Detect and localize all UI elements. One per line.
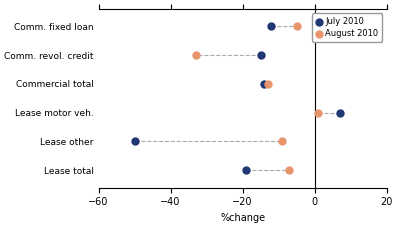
August 2010: [315, 111, 322, 114]
August 2010: [293, 25, 300, 28]
July 2010: [257, 53, 264, 57]
July 2010: [243, 168, 249, 172]
August 2010: [279, 140, 285, 143]
Legend: July 2010, August 2010: July 2010, August 2010: [312, 13, 382, 42]
X-axis label: %change: %change: [220, 213, 265, 223]
July 2010: [131, 140, 138, 143]
August 2010: [193, 53, 199, 57]
August 2010: [265, 82, 271, 86]
July 2010: [268, 25, 275, 28]
July 2010: [261, 82, 267, 86]
August 2010: [286, 168, 293, 172]
July 2010: [337, 111, 343, 114]
